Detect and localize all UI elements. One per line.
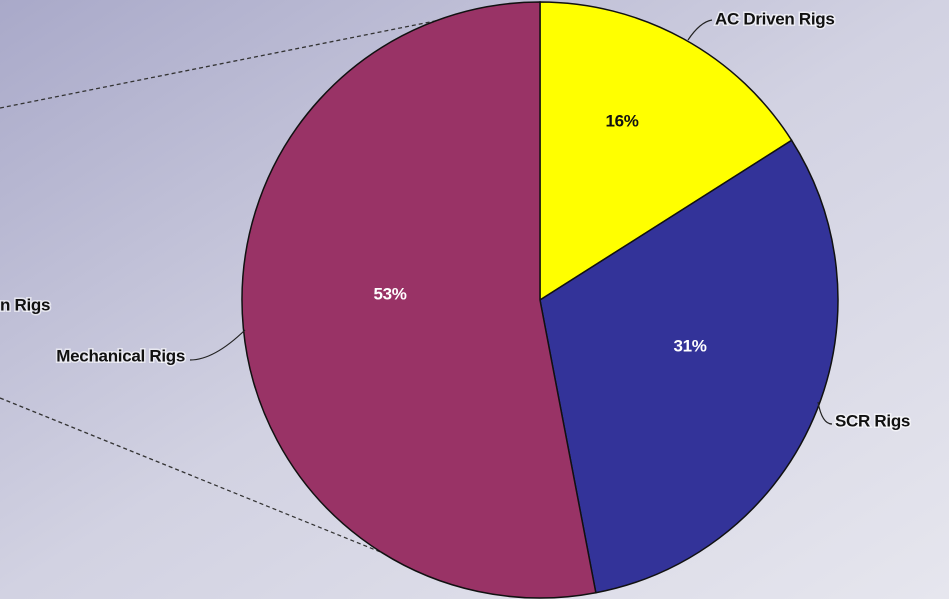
cut-off-label: n Rigs (0, 295, 50, 314)
leader-line (687, 19, 713, 41)
zoom-line (0, 11, 481, 109)
category-label: AC Driven Rigs (715, 9, 835, 28)
pie-slice (539, 139, 839, 594)
pie-slice (241, 1, 597, 599)
zoom-line (0, 397, 421, 569)
value-label: 53% (373, 284, 406, 303)
pie-slice (539, 1, 793, 302)
category-label: Mechanical Rigs (56, 346, 185, 365)
category-label: SCR Rigs (835, 411, 910, 430)
leader-line (189, 329, 246, 361)
value-label: 16% (605, 111, 638, 130)
value-label: 31% (673, 336, 706, 355)
leader-line (817, 401, 833, 425)
pie (241, 1, 839, 599)
